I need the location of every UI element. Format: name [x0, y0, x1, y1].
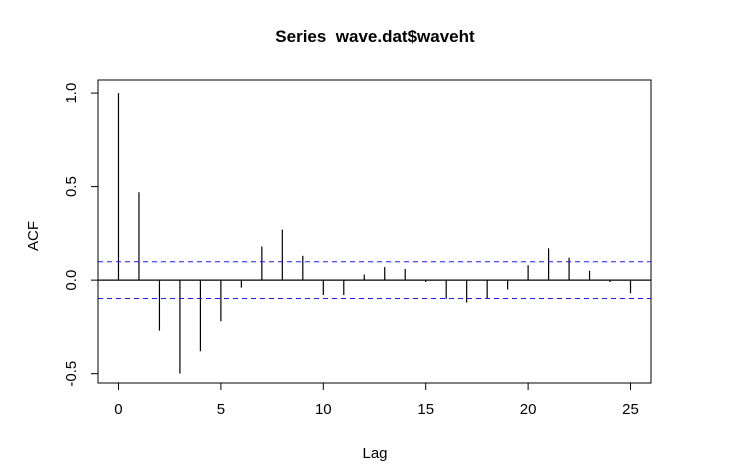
chart-title: Series wave.dat$waveht: [275, 27, 475, 46]
y-tick-label: 1.0: [63, 83, 80, 104]
x-axis-label: Lag: [362, 445, 387, 462]
confidence-bounds: [98, 261, 651, 299]
y-axis-label: ACF: [25, 221, 42, 251]
x-axis: 0 5 10 15 20 25: [114, 382, 639, 418]
x-tick-label: 20: [520, 401, 537, 418]
plot-frame: [97, 79, 652, 384]
y-tick-label: 0.5: [63, 176, 80, 197]
x-tick-label: 5: [217, 401, 225, 418]
acf-marks: [98, 93, 651, 374]
x-tick-label: 10: [315, 401, 332, 418]
y-axis: -0.5 0.0 0.5 1.0: [63, 83, 99, 387]
y-tick-label: -0.5: [63, 361, 80, 387]
y-tick-label: 0.0: [63, 270, 80, 291]
x-tick-label: 15: [417, 401, 434, 418]
x-tick-label: 0: [114, 401, 122, 418]
x-tick-label: 25: [622, 401, 639, 418]
